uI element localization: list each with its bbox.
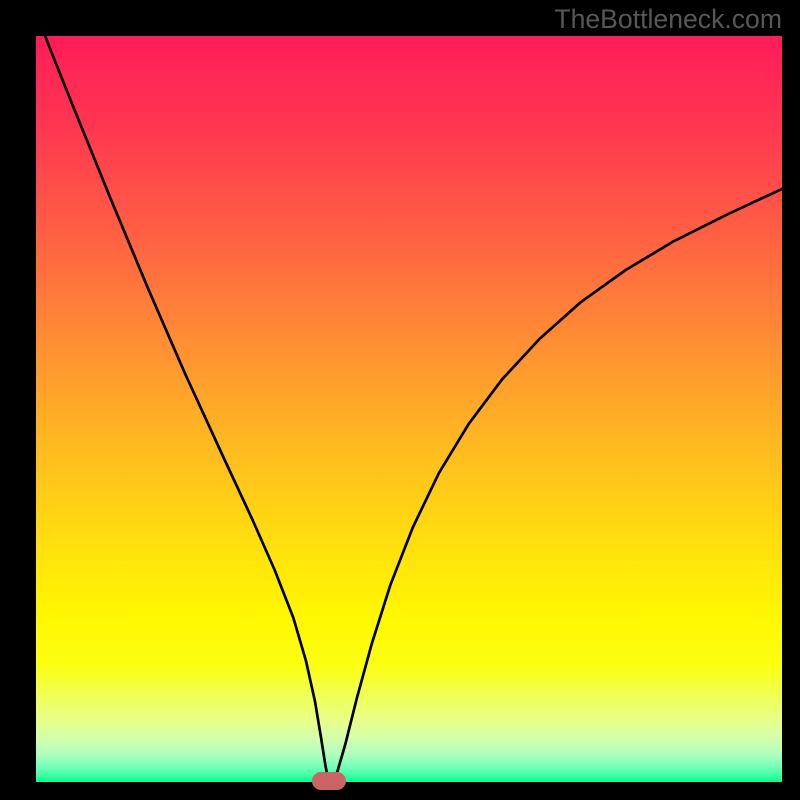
watermark-text: TheBottleneck.com [554, 4, 782, 35]
minimum-marker [312, 772, 346, 790]
v-curve [36, 36, 782, 782]
plot-area [36, 36, 782, 782]
